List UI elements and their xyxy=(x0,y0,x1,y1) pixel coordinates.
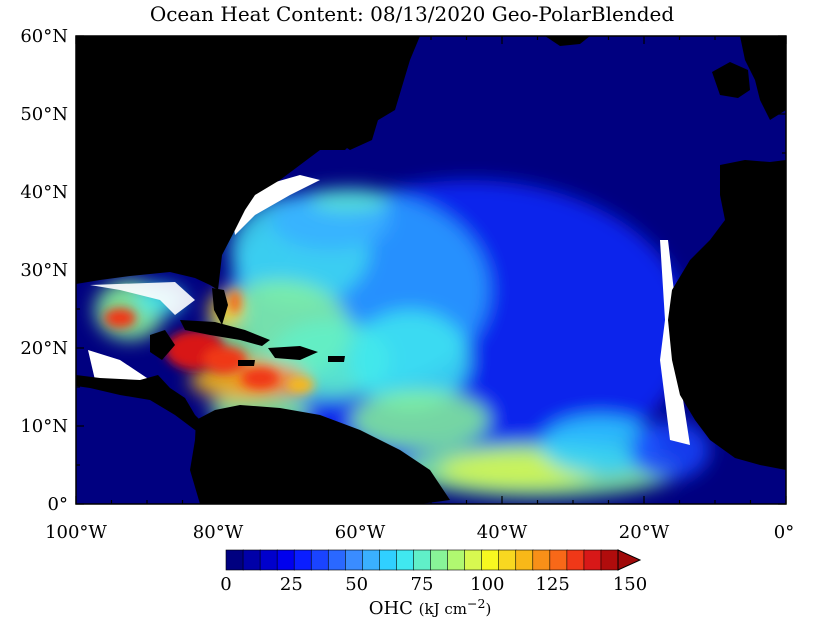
colorbar-cell xyxy=(515,549,534,571)
lon-label-20w: 20°W xyxy=(619,522,670,543)
colorbar-cell xyxy=(464,549,483,571)
colorbar-cell xyxy=(310,549,330,571)
colorbar-cell xyxy=(600,549,619,571)
colorbar-cell xyxy=(345,549,364,571)
colorbar-units: (kJ cm−2) xyxy=(418,596,492,618)
colorbar-cell xyxy=(276,549,295,571)
cuba xyxy=(180,320,270,346)
british-isles xyxy=(712,62,750,98)
colorbar-cell xyxy=(242,549,261,571)
cb-label-50: 50 xyxy=(345,574,368,595)
longitude-axis: 100°W 80°W 60°W 40°W 20°W 0° xyxy=(45,522,794,543)
colorbar-cell xyxy=(362,549,381,571)
lon-label-60w: 60°W xyxy=(335,522,386,543)
lon-label-0: 0° xyxy=(774,522,794,543)
colorbar-extend-arrow xyxy=(617,549,642,571)
lat-label-0: 0° xyxy=(48,494,68,515)
colorbar-cell xyxy=(566,549,585,571)
cb-label-25: 25 xyxy=(280,574,303,595)
south-america xyxy=(190,405,450,504)
axis-ticks xyxy=(75,35,787,505)
map-title: Ocean Heat Content: 08/13/2020 Geo-Polar… xyxy=(149,2,675,26)
newfoundland xyxy=(330,110,378,150)
lat-label-60n: 60°N xyxy=(20,26,68,47)
north-america xyxy=(76,36,420,290)
colorbar-title: OHC (kJ cm−2) xyxy=(0,596,824,619)
colorbar-tick-labels: 0 25 50 75 100 125 150 xyxy=(220,574,647,595)
colorbar-cells xyxy=(225,549,619,571)
colorbar-cell xyxy=(396,549,415,571)
colorbar: 0 25 50 75 100 125 150 xyxy=(220,549,647,595)
colorbar-cell xyxy=(259,549,278,571)
cb-label-75: 75 xyxy=(411,574,434,595)
colorbar-cell xyxy=(413,549,432,571)
colorbar-cell xyxy=(327,549,347,571)
lat-label-20n: 20°N xyxy=(20,338,68,359)
lat-label-30n: 30°N xyxy=(20,260,68,281)
central-america xyxy=(76,375,230,445)
lat-label-10n: 10°N xyxy=(20,416,68,437)
colorbar-cell xyxy=(293,549,313,571)
colorbar-cell xyxy=(225,549,244,571)
hispaniola xyxy=(268,346,318,360)
lon-label-40w: 40°W xyxy=(477,522,528,543)
lon-label-80w: 80°W xyxy=(193,522,244,543)
colorbar-cell xyxy=(583,549,602,571)
map-plot-area xyxy=(76,36,786,504)
colorbar-cell xyxy=(447,549,466,571)
ohc-field xyxy=(95,180,710,498)
lon-label-100w: 100°W xyxy=(45,522,107,543)
colorbar-cell xyxy=(430,549,449,571)
colorbar-cell xyxy=(481,549,500,571)
colorbar-cell xyxy=(379,549,398,571)
cb-label-125: 125 xyxy=(535,574,569,595)
colorbar-cell xyxy=(549,549,568,571)
cb-label-150: 150 xyxy=(613,574,647,595)
latitude-axis: 0° 10°N 20°N 30°N 40°N 50°N 60°N xyxy=(20,26,68,515)
florida xyxy=(212,288,228,325)
lat-label-50n: 50°N xyxy=(20,104,68,125)
colorbar-cell xyxy=(532,549,551,571)
land-masses xyxy=(76,36,786,504)
ohc-hotspots xyxy=(104,290,314,393)
cb-label-0: 0 xyxy=(220,574,231,595)
cb-label-100: 100 xyxy=(470,574,504,595)
lat-label-40n: 40°N xyxy=(20,182,68,203)
colorbar-cell xyxy=(498,549,517,571)
colorbar-quantity: OHC xyxy=(368,598,413,619)
africa xyxy=(668,160,786,470)
